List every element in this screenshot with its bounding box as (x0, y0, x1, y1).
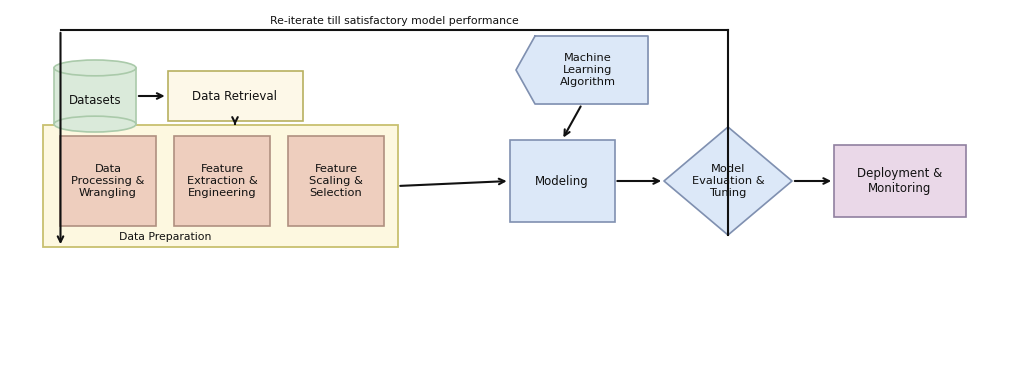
Text: Feature
Extraction &
Engineering: Feature Extraction & Engineering (186, 164, 257, 198)
FancyBboxPatch shape (60, 136, 156, 226)
FancyBboxPatch shape (54, 68, 136, 124)
Ellipse shape (54, 60, 136, 76)
Polygon shape (516, 36, 648, 104)
FancyBboxPatch shape (43, 125, 397, 247)
Ellipse shape (54, 116, 136, 132)
Text: Machine
Learning
Algorithm: Machine Learning Algorithm (560, 53, 615, 86)
Text: Feature
Scaling &
Selection: Feature Scaling & Selection (309, 164, 362, 198)
FancyBboxPatch shape (834, 145, 966, 217)
Text: Re-iterate till satisfactory model performance: Re-iterate till satisfactory model perfo… (270, 16, 518, 26)
Text: Deployment &
Monitoring: Deployment & Monitoring (857, 167, 943, 195)
Text: Data Preparation: Data Preparation (119, 232, 211, 242)
FancyBboxPatch shape (168, 71, 302, 121)
FancyBboxPatch shape (510, 140, 614, 222)
Text: Data
Processing &
Wrangling: Data Processing & Wrangling (72, 164, 144, 198)
Text: Modeling: Modeling (536, 174, 589, 188)
Polygon shape (664, 127, 792, 235)
FancyBboxPatch shape (174, 136, 270, 226)
FancyBboxPatch shape (288, 136, 384, 226)
Text: Model
Evaluation &
Tuning: Model Evaluation & Tuning (691, 164, 764, 198)
Text: Data Retrieval: Data Retrieval (193, 89, 278, 103)
Text: Datasets: Datasets (69, 95, 121, 107)
